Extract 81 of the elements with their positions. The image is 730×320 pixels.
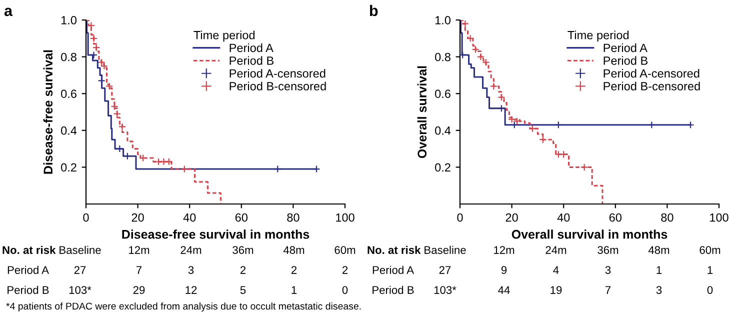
text: 48m bbox=[648, 246, 670, 254]
y-tick-label: 0.6 bbox=[61, 90, 76, 98]
text: 2 bbox=[342, 266, 348, 274]
text: 60m bbox=[700, 246, 720, 254]
text: Period A bbox=[372, 266, 414, 274]
x-tick-label: 60 bbox=[235, 213, 248, 222]
text: Baseline bbox=[424, 246, 466, 254]
legend-label: Period B-censored bbox=[230, 82, 326, 90]
text: 2 bbox=[291, 266, 297, 274]
chart-title: a bbox=[4, 8, 13, 16]
text: 3 bbox=[656, 286, 662, 294]
text: 5 bbox=[240, 286, 246, 294]
text: Baseline bbox=[60, 246, 101, 254]
y-axis-title: Overall survival bbox=[417, 66, 427, 158]
text: 1 bbox=[656, 266, 662, 274]
text: *4 patients of PDAC were excluded from analysis due to occult metastatic disease. bbox=[6, 302, 361, 312]
x-tick-label: 40 bbox=[557, 213, 570, 222]
text: 12m bbox=[494, 246, 514, 254]
text: 9 bbox=[501, 266, 507, 274]
text: No. at risk bbox=[368, 246, 421, 254]
x-tick-label: 20 bbox=[132, 213, 144, 222]
x-axis-title: Disease-free survival in months bbox=[122, 230, 310, 239]
text: 44 bbox=[498, 286, 510, 294]
text: Period B bbox=[8, 286, 49, 294]
text: 4 bbox=[553, 266, 559, 274]
text: Period A bbox=[8, 266, 49, 274]
y-tick-label: 0.8 bbox=[435, 52, 450, 62]
legend-title: Time period bbox=[194, 30, 255, 42]
y-tick-label: 1.0 bbox=[435, 16, 451, 24]
x-tick-label: 100 bbox=[336, 213, 354, 222]
legend-label: Period A-censored bbox=[230, 68, 326, 78]
text: 1 bbox=[708, 266, 713, 274]
text: 29 bbox=[133, 286, 145, 294]
text: 24m bbox=[546, 246, 566, 254]
text: 7 bbox=[136, 266, 142, 274]
x-tick-label: 0 bbox=[457, 213, 463, 222]
x-tick-label: 80 bbox=[287, 213, 300, 222]
text: 0 bbox=[342, 286, 348, 294]
text: 36m bbox=[232, 246, 254, 254]
x-tick-label: 0 bbox=[83, 213, 89, 222]
text: 36m bbox=[598, 246, 618, 254]
x-tick-label: 20 bbox=[506, 213, 518, 222]
text: 12m bbox=[129, 246, 150, 254]
y-tick-label: 0.2 bbox=[61, 163, 76, 172]
y-tick-label: 0.4 bbox=[61, 126, 77, 135]
x-axis-title: Overall survival in months bbox=[512, 230, 668, 239]
y-tick-label: 0.4 bbox=[435, 126, 451, 135]
x-tick-label: 40 bbox=[183, 213, 196, 222]
y-tick-label: 0.2 bbox=[435, 163, 450, 172]
text: 0 bbox=[707, 286, 713, 294]
legend-title: Time period bbox=[568, 30, 629, 42]
text: 24m bbox=[180, 246, 202, 254]
text: 103* bbox=[69, 286, 92, 294]
text: 19 bbox=[550, 286, 562, 294]
text: 103* bbox=[434, 286, 456, 294]
text: 7 bbox=[605, 286, 611, 294]
text: 12 bbox=[186, 286, 197, 294]
text: 60m bbox=[334, 246, 356, 254]
y-axis-title: Disease-free survival bbox=[43, 50, 53, 174]
legend-label: Period B bbox=[604, 56, 648, 65]
text: 48m bbox=[283, 246, 304, 254]
text: 2 bbox=[240, 266, 246, 274]
legend-label: Period A bbox=[230, 43, 274, 52]
x-tick-label: 60 bbox=[609, 213, 622, 222]
x-tick-label: 80 bbox=[661, 213, 674, 222]
legend-label: Period B-censored bbox=[604, 82, 700, 90]
text: Period B bbox=[372, 286, 414, 294]
legend-label: Period A bbox=[604, 43, 648, 52]
y-tick-label: 0.8 bbox=[61, 52, 76, 62]
legend-label: Period A-censored bbox=[604, 68, 700, 78]
chart-title: b bbox=[370, 4, 378, 16]
text: 27 bbox=[74, 266, 86, 274]
text: 27 bbox=[439, 266, 451, 274]
x-tick-label: 100 bbox=[710, 213, 728, 222]
text: 3 bbox=[605, 266, 611, 274]
text: 1 bbox=[292, 286, 297, 294]
y-tick-label: 1.0 bbox=[61, 16, 77, 24]
text: No. at risk bbox=[2, 246, 56, 254]
text: 3 bbox=[188, 266, 194, 274]
legend-label: Period B bbox=[230, 56, 274, 65]
y-tick-label: 0.6 bbox=[435, 90, 450, 98]
